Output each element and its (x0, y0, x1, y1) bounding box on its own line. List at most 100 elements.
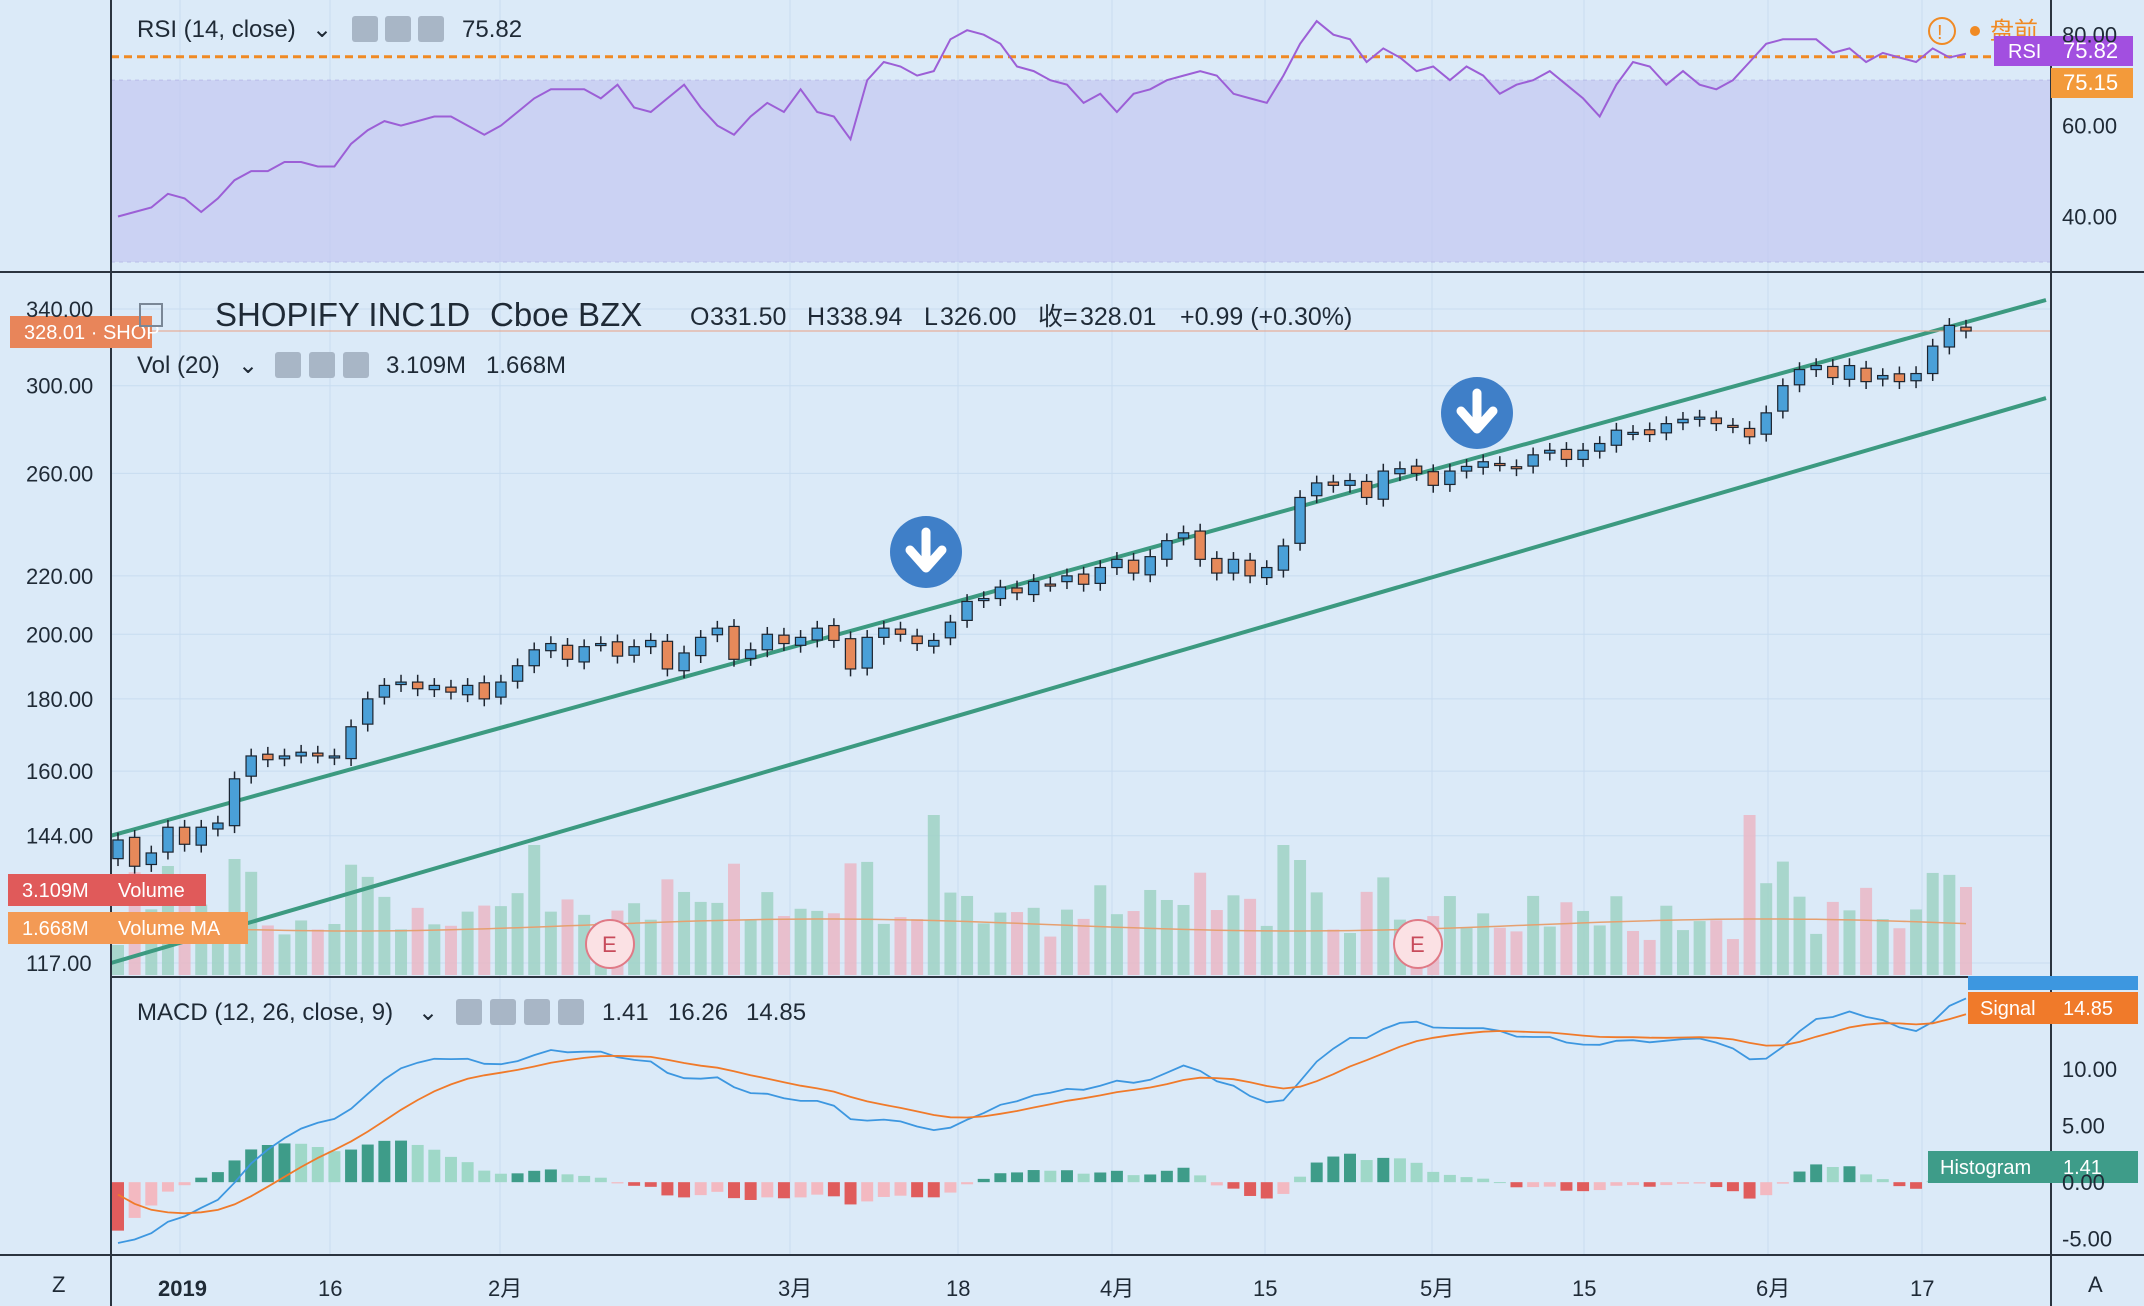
eye-icon[interactable] (352, 16, 378, 42)
auto-scale-button[interactable]: A (2088, 1272, 2103, 1297)
candle (811, 620, 824, 648)
close-icon[interactable] (343, 352, 369, 378)
candle (1211, 551, 1223, 581)
volume-bar (994, 912, 1007, 975)
price-tick-label: 260.00 (26, 461, 93, 486)
collapse-button[interactable] (139, 303, 163, 327)
timezone-button[interactable]: Z (52, 1272, 65, 1297)
macd-histogram-bar (361, 1144, 374, 1183)
macd-histogram-bar (278, 1143, 291, 1183)
candle (278, 748, 291, 767)
volume-label-chevron-icon[interactable]: ⌄ (238, 352, 258, 379)
candle-up (1227, 558, 1240, 574)
macd-tick-label: -5.00 (2062, 1227, 2112, 1252)
candle (1444, 463, 1456, 492)
macd-histogram-bar (844, 1182, 857, 1205)
macd-histogram-bar (1360, 1160, 1373, 1183)
candle (1860, 360, 1872, 390)
volume-bar (1610, 896, 1623, 975)
macd-histogram-bar (1393, 1158, 1406, 1183)
candle (328, 748, 341, 766)
candle-up (1260, 566, 1273, 579)
channel-lower-line (110, 396, 2047, 965)
candle-down (262, 753, 274, 761)
macd-histogram-bar (228, 1160, 241, 1183)
candle-up (994, 586, 1007, 600)
candle-up (1377, 470, 1390, 500)
candle (445, 679, 457, 700)
candle (578, 639, 590, 670)
eye-icon[interactable] (275, 352, 301, 378)
candle (977, 591, 990, 608)
candle-up (495, 681, 507, 698)
candle (1777, 378, 1789, 419)
volume-bar (444, 925, 457, 975)
signal-badge-bg (1968, 992, 2138, 1024)
candle (1577, 442, 1589, 467)
braces-icon[interactable] (524, 999, 550, 1025)
volume-label[interactable]: Vol (20) (137, 352, 220, 379)
candle (1377, 463, 1390, 507)
candle (1061, 568, 1073, 590)
macd-histogram-bar (1027, 1170, 1040, 1183)
candle-up (1344, 479, 1356, 486)
eye-icon[interactable] (456, 999, 482, 1025)
candle (1260, 560, 1273, 586)
rsi-label[interactable]: RSI (14, close) (137, 16, 296, 43)
candle-down (1893, 373, 1906, 383)
macd-histogram-bar (178, 1182, 191, 1186)
candle (711, 620, 724, 643)
macd-label[interactable]: MACD (12, 26, close, 9) (137, 999, 393, 1026)
macd-histogram-bar (1477, 1178, 1490, 1183)
gear-icon[interactable] (385, 16, 411, 42)
exchange-label[interactable]: Cboe BZX (490, 296, 642, 333)
macd-histogram-bar (894, 1182, 907, 1196)
volume-bar (345, 864, 358, 975)
macd-histogram-bar (1776, 1182, 1789, 1184)
rsi-label-chevron-icon[interactable]: ⌄ (312, 16, 332, 43)
macd-histogram-bar (1344, 1153, 1356, 1183)
gear-icon[interactable] (309, 352, 335, 378)
candle-up (511, 665, 524, 682)
volume-bar (428, 924, 441, 975)
candle-up (195, 826, 208, 846)
candle-up (861, 636, 873, 669)
volume-bar (1826, 901, 1839, 975)
candle-down (611, 641, 624, 657)
close-icon[interactable] (558, 999, 584, 1025)
candle (1177, 525, 1190, 546)
candle-up (295, 751, 307, 757)
macd-tick-label: 5.00 (2062, 1114, 2105, 1139)
candle (212, 815, 224, 837)
macd-label-chevron-icon[interactable]: ⌄ (418, 999, 438, 1026)
candle-up (761, 633, 774, 651)
candle-down (1643, 429, 1656, 436)
candle-up (878, 627, 890, 638)
candle-up (1926, 345, 1939, 375)
volume-bar (1260, 925, 1273, 975)
candle (1943, 318, 1956, 355)
candle-up (678, 652, 690, 672)
candle-up (1677, 418, 1689, 424)
histogram-badge-bg (1928, 1151, 2138, 1183)
alert-mark: ! (1937, 22, 1943, 44)
candle-up (1910, 372, 1922, 382)
candle (1827, 359, 1839, 385)
volume-bar (744, 920, 757, 975)
earnings-marker-label: E (602, 932, 617, 957)
macd-histogram-bar (1543, 1182, 1556, 1187)
volume-bar (1676, 930, 1689, 975)
candle-up (694, 636, 707, 657)
candle (911, 628, 923, 651)
volume-bar (1477, 913, 1490, 975)
close-icon[interactable] (418, 16, 444, 42)
alert-circle-icon[interactable] (1928, 17, 1956, 45)
symbol-title[interactable]: SHOPIFY INC (215, 296, 425, 333)
interval-label[interactable]: 1D (428, 296, 470, 333)
gear-icon[interactable] (490, 999, 516, 1025)
change-value: +0.99 (+0.30%) (1180, 303, 1352, 331)
volume-bar (911, 919, 924, 975)
candle (1127, 552, 1140, 581)
volume-bar (411, 907, 424, 975)
candle (1926, 338, 1939, 381)
